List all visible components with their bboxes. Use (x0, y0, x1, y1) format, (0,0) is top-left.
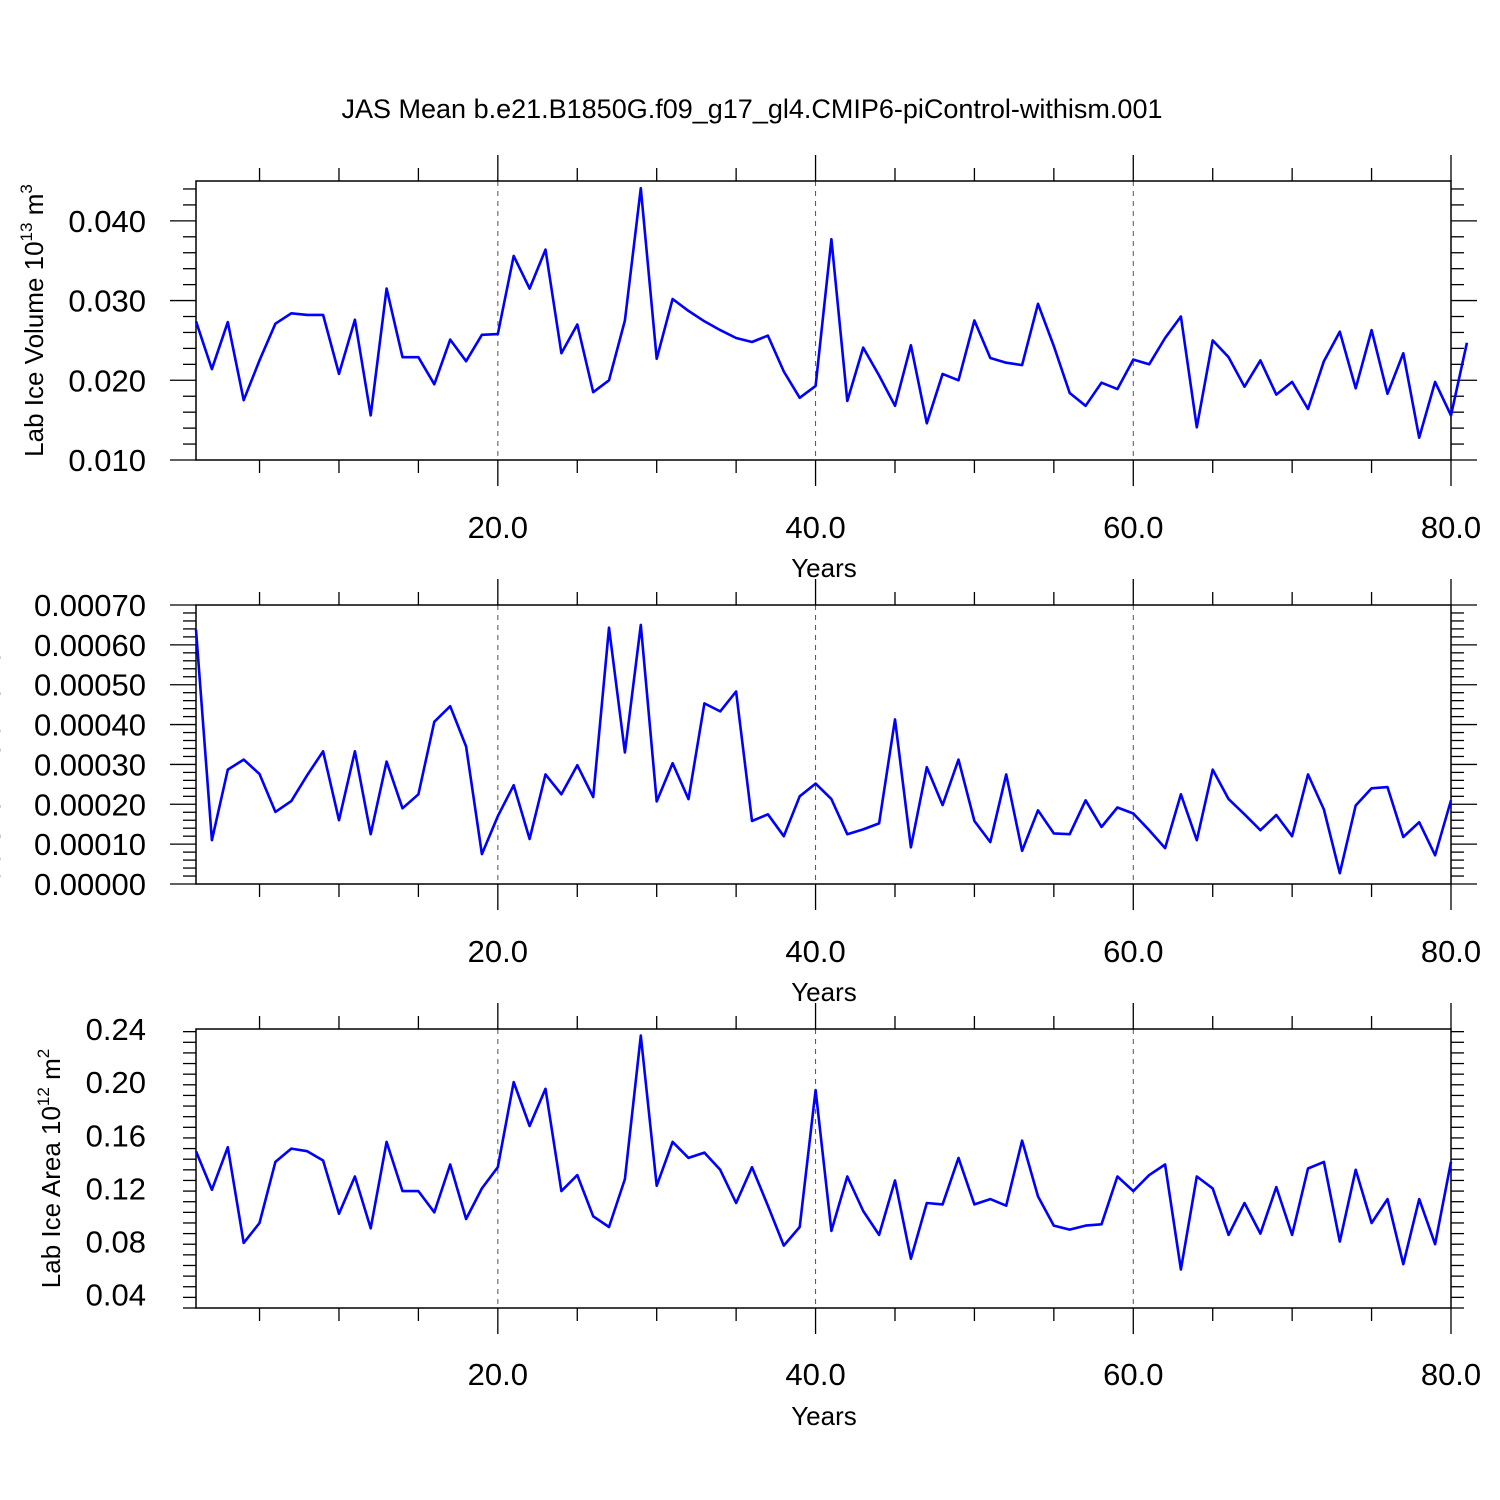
x-tick-label: 60.0 (1103, 934, 1163, 969)
x-tick-label: 40.0 (785, 510, 845, 545)
x-tick-label: 80.0 (1421, 1357, 1481, 1392)
x-tick-label: 20.0 (468, 1357, 528, 1392)
y-tick-label: 0.08 (86, 1225, 146, 1260)
y-axis-title: Lab Ice Area 1012 m2 (34, 1049, 66, 1288)
x-tick-label: 60.0 (1103, 1357, 1163, 1392)
y-tick-label: 0.00070 (34, 588, 146, 623)
plot-frame (195, 604, 1452, 885)
series-line (194, 186, 1469, 440)
x-tick-label: 20.0 (468, 934, 528, 969)
y-tick-label: 0.12 (86, 1171, 146, 1206)
x-axis-title: Years (791, 977, 857, 1007)
y-tick-label: 0.00040 (34, 708, 146, 743)
y-tick-label: 0.030 (68, 284, 146, 319)
y-tick-label: 0.00050 (34, 668, 146, 703)
series-line (194, 623, 1453, 875)
y-tick-label: 0.24 (86, 1012, 146, 1047)
series-line (194, 1034, 1453, 1271)
y-tick-label: 0.00010 (34, 827, 146, 862)
y-tick-label: 0.040 (68, 204, 146, 239)
y-tick-label: 0.20 (86, 1065, 146, 1100)
chart-title: JAS Mean b.e21.B1850G.f09_g17_gl4.CMIP6-… (342, 94, 1163, 124)
panel-2: 20.0 40.0 60.0 80.0 0.00000 0.00010 0.00020 0.0… (0, 579, 1481, 1007)
x-tick-label: 40.0 (785, 1357, 845, 1392)
x-axis-title: Years (791, 553, 857, 583)
x-tick-label: 20.0 (468, 510, 528, 545)
x-tick-label: 80.0 (1421, 510, 1481, 545)
y-tick-label: 0.00000 (34, 867, 146, 902)
panel-3: 20.0 40.0 60.0 80.0 0.04 0.08 0.12 0.16 0.20 0.24… (34, 1003, 1481, 1431)
plot-frame (195, 180, 1452, 461)
y-tick-label: 0.04 (86, 1278, 146, 1313)
panel-1: 20.0 40.0 60.0 80.0 0.010 0.020 0.030 0.040 Year… (17, 155, 1481, 583)
y-tick-label: 0.020 (68, 363, 146, 398)
y-axis-title: Lab Ice Volume 1013 m3 (17, 184, 49, 457)
y-tick-label: 0.00020 (34, 787, 146, 822)
y-tick-label: 0.00060 (34, 628, 146, 663)
y-axis-title: Lab Snow Volume 1013 m3 (0, 593, 6, 896)
x-tick-label: 60.0 (1103, 510, 1163, 545)
y-tick-label: 0.010 (68, 443, 146, 478)
x-axis-title: Years (791, 1401, 857, 1431)
y-tick-label: 0.00030 (34, 747, 146, 782)
y-tick-label: 0.16 (86, 1118, 146, 1153)
x-tick-label: 40.0 (785, 934, 845, 969)
panels: 20.0 40.0 60.0 80.0 0.010 0.020 0.030 0.040 Year… (0, 155, 1481, 1431)
x-tick-label: 80.0 (1421, 934, 1481, 969)
